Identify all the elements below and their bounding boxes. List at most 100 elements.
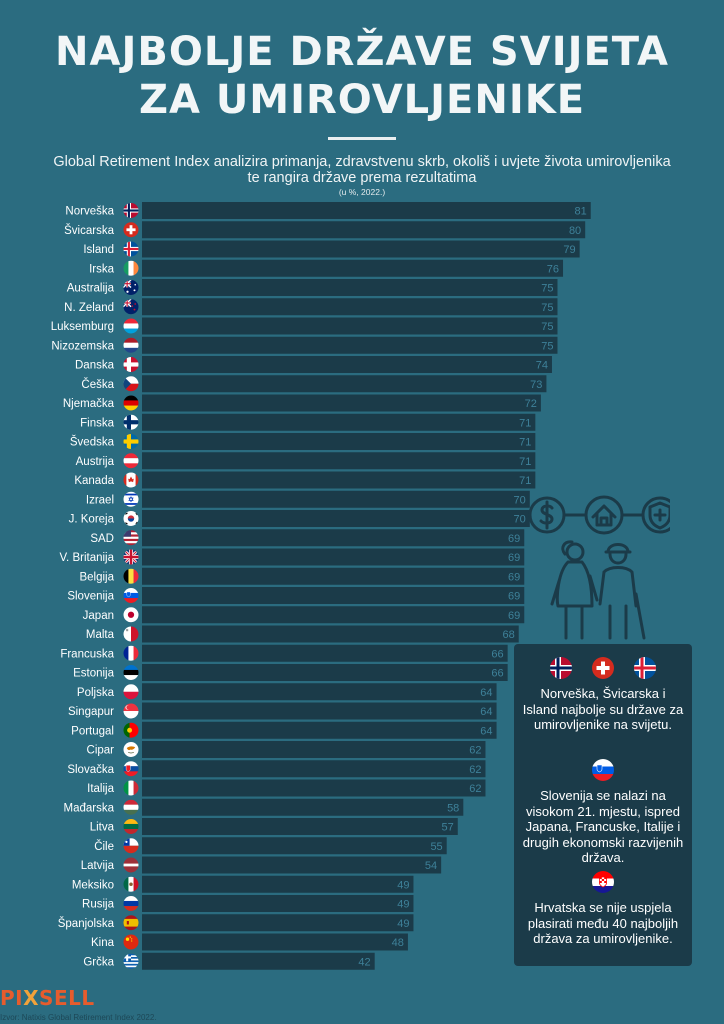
- category-label: Nizozemska: [51, 340, 114, 352]
- value-label: 75: [541, 340, 553, 352]
- value-label: 69: [508, 591, 520, 603]
- singapore-flag: [123, 703, 139, 719]
- value-label: 75: [541, 283, 553, 295]
- bar: [142, 875, 414, 893]
- value-label: 64: [480, 687, 492, 699]
- bar: [142, 356, 552, 373]
- croatia-flag: [592, 871, 614, 893]
- south-korea-flag: [123, 511, 139, 526]
- hungary-flag: [123, 799, 139, 815]
- value-label: 76: [547, 263, 559, 275]
- spain-flag: [123, 915, 139, 931]
- bar: [142, 240, 580, 258]
- category-label: Latvija: [81, 860, 115, 872]
- value-label: 62: [469, 783, 481, 795]
- netherlands-flag: [123, 337, 139, 353]
- subtitle-line-1: Global Retirement Index analizira priman…: [53, 154, 671, 170]
- value-label: 55: [430, 841, 442, 853]
- category-label: Izrael: [86, 494, 114, 506]
- denmark-flag: [123, 357, 139, 372]
- value-label: 69: [508, 571, 520, 583]
- category-label: Slovenija: [67, 591, 114, 603]
- page-title: NAJBOLJE DRŽAVE SVIJETA ZA UMIROVLJENIKE: [0, 28, 724, 124]
- bar: [142, 914, 414, 932]
- iceland-flag: [634, 657, 656, 679]
- pixsell-logo: PIXSELL: [0, 986, 95, 1010]
- info-box: Norveška, Švicarska i Island najbolje su…: [514, 644, 692, 966]
- category-label: Island: [83, 244, 114, 256]
- uk-flag: [123, 549, 139, 565]
- bar: [142, 779, 486, 797]
- estonia-flag: [123, 665, 139, 680]
- category-label: Kina: [91, 937, 115, 949]
- retirement-illustration: [528, 495, 670, 640]
- sweden-flag: [123, 434, 139, 449]
- info-text-slovenia: Slovenija se nalazi na visokom 21. mjest…: [522, 788, 684, 865]
- bar: [142, 529, 525, 547]
- portugal-flag: [123, 722, 139, 738]
- category-label: Irska: [89, 263, 115, 275]
- value-label: 68: [502, 629, 514, 641]
- latvia-flag: [123, 857, 139, 873]
- norway-flag: [123, 203, 139, 218]
- israel-flag: [123, 491, 139, 507]
- bar: [142, 818, 458, 835]
- category-label: Slovačka: [67, 764, 114, 776]
- bar: [142, 587, 525, 604]
- value-label: 80: [569, 225, 581, 237]
- category-label: Rusija: [82, 899, 115, 911]
- category-label: Španjolska: [58, 917, 115, 930]
- bar: [142, 394, 541, 412]
- bar: [142, 259, 564, 277]
- france-flag: [123, 645, 139, 661]
- value-label: 75: [541, 321, 553, 333]
- category-label: Estonija: [73, 668, 115, 680]
- value-label: 69: [508, 533, 520, 545]
- info-text-croatia: Hrvatska se nije uspjela plasirati među …: [527, 900, 679, 946]
- lithuania-flag: [123, 819, 139, 834]
- category-label: Danska: [75, 360, 115, 372]
- bar: [142, 837, 447, 855]
- bar: [142, 375, 547, 393]
- value-label: 69: [508, 610, 520, 622]
- category-label: Kanada: [74, 475, 114, 487]
- category-label: V. Britanija: [59, 552, 114, 564]
- value-label: 71: [519, 475, 531, 487]
- chile-flag: [123, 838, 139, 854]
- category-label: Austrija: [76, 456, 115, 468]
- category-label: Njemačka: [63, 398, 115, 410]
- elderly-couple-icon: [550, 540, 646, 640]
- dollar-icon: [528, 496, 566, 534]
- bar: [142, 452, 536, 470]
- value-label: 75: [541, 302, 553, 314]
- house-icon: [584, 495, 624, 535]
- subtitle-line-2: te rangira države prema rezultatima: [247, 170, 477, 186]
- slovenia-flag: [123, 588, 139, 603]
- bar: [142, 664, 508, 681]
- category-label: N. Zeland: [64, 302, 114, 314]
- value-label: 49: [397, 918, 409, 930]
- bar: [142, 490, 530, 508]
- bar: [142, 856, 442, 874]
- value-label: 71: [519, 437, 531, 449]
- germany-flag: [123, 395, 139, 411]
- value-label: 79: [563, 244, 575, 256]
- bar: [142, 279, 558, 296]
- value-label: 71: [519, 417, 531, 429]
- value-label: 64: [480, 725, 492, 737]
- category-label: Švicarska: [64, 224, 114, 237]
- belgium-flag: [123, 568, 139, 584]
- value-label: 81: [574, 206, 586, 218]
- chart-subtitle: Global Retirement Index analizira priman…: [20, 154, 704, 186]
- switzerland-flag: [123, 222, 139, 238]
- value-label: 62: [469, 745, 481, 757]
- bar: [142, 317, 558, 335]
- category-label: SAD: [90, 533, 114, 545]
- value-label: 42: [358, 956, 370, 968]
- title-line-2: ZA UMIROVLJENIKE: [138, 77, 586, 123]
- usa-flag: [123, 530, 139, 546]
- china-flag: [123, 934, 139, 950]
- greece-flag: [123, 953, 139, 969]
- value-label: 72: [525, 398, 537, 410]
- australia-flag: [123, 280, 139, 295]
